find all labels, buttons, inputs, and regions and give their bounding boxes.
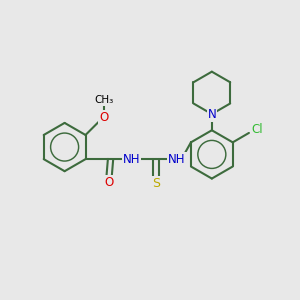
Text: CH₃: CH₃ — [94, 95, 113, 105]
Text: N: N — [208, 108, 216, 121]
Text: S: S — [152, 177, 160, 190]
Text: O: O — [99, 111, 108, 124]
Text: NH: NH — [123, 153, 140, 166]
Text: Cl: Cl — [251, 123, 263, 136]
Text: O: O — [104, 176, 114, 189]
Text: NH: NH — [168, 153, 186, 166]
Text: N: N — [208, 108, 216, 121]
